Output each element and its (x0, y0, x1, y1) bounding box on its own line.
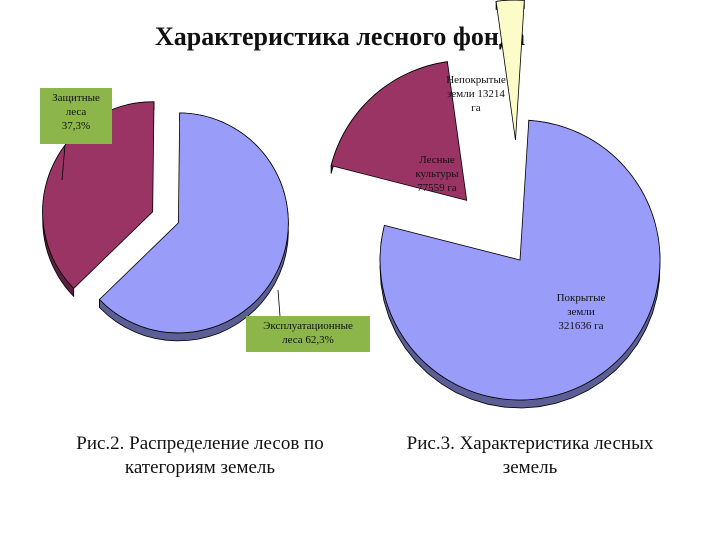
caption-right: Рис.3. Характеристика лесных земель (406, 433, 654, 478)
chart2-slice-0 (379, 119, 661, 401)
chart2-label-0: Покрытые земли 321636 га (557, 292, 606, 332)
chart1-label-0-line-0: Защитные (52, 92, 100, 104)
chart2-slice-2 (495, 0, 525, 141)
chart1-label-0-line-1: леса (66, 106, 87, 118)
chart1-label-1-line-1: леса 62,3% (282, 334, 334, 346)
chart1-label-0-box (40, 88, 112, 144)
chart1-label-0-leader (61, 144, 66, 181)
chart1-slice-0 (42, 101, 155, 289)
chart2-label-0-line-2: 321636 га (558, 320, 603, 332)
slide-title: Характеристика лесного фонда (154, 22, 526, 51)
chart2-label-2-line-1: земли 13214 (447, 88, 505, 100)
chart2-label-1-line-0: Лесные (419, 154, 455, 166)
chart1-label-1-line-0: Эксплуатационные (263, 320, 353, 332)
chart1-label-0: Защитные леса 37,3% (40, 88, 112, 181)
chart1-slice-1 (98, 112, 289, 334)
caption-left: Рис.2. Распределение лесов по категориям… (76, 433, 324, 478)
chart1-label-1: Эксплуатационные леса 62,3% (246, 289, 370, 352)
chart1-label-1-box (246, 316, 370, 352)
chart2-label-2: Непокрытые земли 13214 га (446, 74, 506, 114)
chart2-label-1-line-1: культуры (415, 168, 459, 180)
chart1-label-0-line-2: 37,3% (62, 120, 90, 132)
chart2-label-0-line-1: земли (567, 306, 595, 318)
chart2-label-1-line-2: 77559 га (417, 182, 457, 194)
chart1-pie (42, 101, 289, 342)
chart2-label-2-line-0: Непокрытые (446, 74, 506, 86)
chart2-label-0-line-0: Покрытые (557, 292, 606, 304)
chart1-label-1-leader (277, 289, 281, 317)
chart2-slice-1 (330, 61, 468, 201)
chart2-label-2-line-2: га (471, 102, 481, 114)
chart2-pie (330, 0, 661, 409)
chart2-label-1: Лесные культуры 77559 га (415, 154, 459, 194)
